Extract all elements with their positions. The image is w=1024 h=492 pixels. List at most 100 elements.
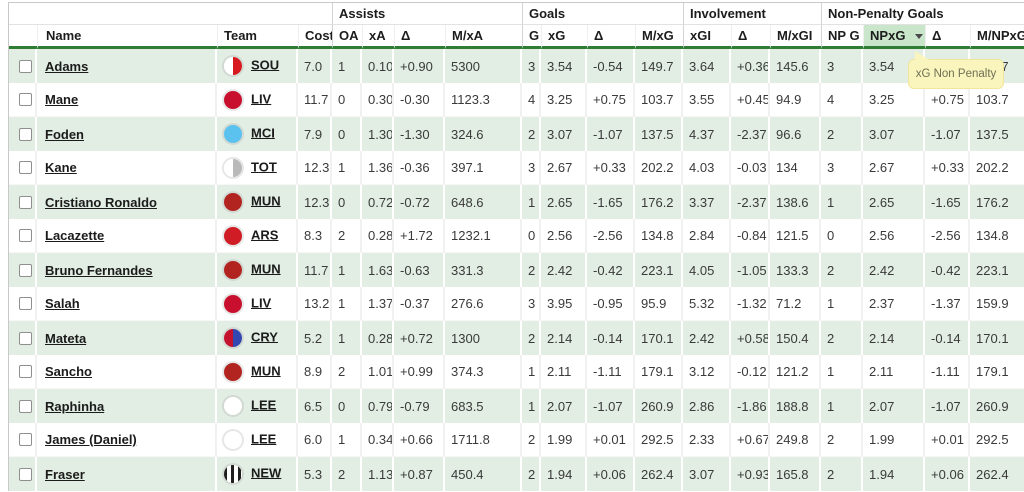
cell-oa: 0 [332, 117, 362, 151]
cell-mxa: 374.3 [445, 355, 522, 389]
cell-xg: 3.25 [541, 83, 587, 117]
row-checkbox[interactable] [19, 127, 32, 141]
team-link[interactable]: LIV [251, 294, 272, 310]
team-link[interactable]: NEW [251, 465, 282, 481]
player-link[interactable]: Adams [45, 58, 89, 74]
team-badge-icon [224, 329, 242, 347]
row-checkbox[interactable] [19, 161, 32, 174]
row-checkbox[interactable] [19, 229, 32, 242]
player-link[interactable]: Sancho [45, 364, 92, 379]
col-header-delta_gi[interactable]: Δ [731, 25, 770, 49]
team-link[interactable]: ARS [251, 226, 279, 242]
col-header-delta_np[interactable]: Δ [925, 25, 971, 49]
row-checkbox[interactable] [19, 399, 32, 413]
col-header-g[interactable]: G [522, 25, 541, 49]
cell-npxg: 2.56 [863, 219, 926, 253]
cell-g: 4 [522, 83, 541, 117]
table-row: Raphinha LEE 6.5 0 0.79 -0.79 683.5 1 2.07 -1.07 2… [9, 389, 1024, 423]
col-header-mnpxg[interactable]: M/NPxG [970, 25, 1024, 49]
cell-oa: 2 [332, 219, 362, 253]
team-link[interactable]: LIV [251, 90, 272, 106]
row-checkbox[interactable] [19, 331, 32, 345]
col-header-delta_a[interactable]: Δ [394, 25, 445, 49]
cell-oa: 1 [332, 321, 362, 355]
cell-xa: 1.63 [362, 253, 394, 287]
row-checkbox[interactable] [19, 365, 32, 378]
cell-cost: 12.3 [298, 151, 332, 185]
cell-npxg: 1.99 [863, 423, 926, 457]
col-header-npg[interactable]: NP G [821, 25, 864, 49]
row-checkbox[interactable] [19, 263, 32, 277]
team-link[interactable]: MUN [251, 362, 281, 378]
col-header-xgi[interactable]: xGI [683, 25, 731, 49]
team-link[interactable]: MUN [251, 193, 281, 209]
col-header-npxg[interactable]: NPxG [863, 25, 926, 49]
row-checkbox[interactable] [19, 59, 32, 73]
cell-xa: 1.13 [362, 457, 394, 491]
col-header-team[interactable]: Team [217, 25, 298, 49]
team-link[interactable]: CRY [251, 329, 278, 345]
cell-name: Adams [37, 49, 217, 83]
cell-npg: 2 [821, 253, 864, 287]
cell-g: 3 [522, 151, 541, 185]
cell-mxgi: 94.9 [770, 83, 822, 117]
team-link[interactable]: SOU [251, 57, 280, 73]
col-header-oa[interactable]: OA [332, 25, 362, 49]
player-stats-table: Assists Goals Involvement Non-Penalty Goals… [8, 2, 1024, 491]
cell-oa: 2 [332, 355, 362, 389]
cell-xg: 3.07 [541, 117, 587, 151]
cell-team: CRY [217, 321, 298, 355]
cell-mxa: 1232.1 [445, 219, 522, 253]
group-header-goals: Goals [522, 3, 683, 25]
cell-delta_g: -1.07 [587, 389, 635, 423]
cell-delta_gi: -1.86 [731, 389, 770, 423]
col-header-mxgi[interactable]: M/xGI [770, 25, 822, 49]
cell-mnpxg: 159.9 [970, 287, 1024, 321]
row-checkbox[interactable] [19, 433, 32, 446]
col-header-delta_g[interactable]: Δ [587, 25, 635, 49]
player-link[interactable]: Lacazette [45, 228, 105, 243]
team-link[interactable]: MCI [251, 125, 275, 141]
group-header-assists: Assists [332, 3, 522, 25]
player-link[interactable]: Foden [45, 126, 84, 142]
col-header-cost[interactable]: Cost [298, 25, 332, 49]
cell-xg: 1.99 [541, 423, 587, 457]
row-checkbox[interactable] [19, 93, 32, 106]
player-link[interactable]: Cristiano Ronaldo [45, 194, 157, 210]
cell-xa: 1.37 [362, 287, 394, 321]
player-link[interactable]: Mateta [45, 330, 87, 346]
cell-name: Sancho [37, 355, 217, 389]
player-link[interactable]: Salah [45, 296, 80, 311]
team-link[interactable]: TOT [251, 158, 277, 174]
cell-select [9, 219, 37, 253]
col-header-mxg[interactable]: M/xG [635, 25, 683, 49]
cell-npg: 3 [821, 151, 864, 185]
cell-mxgi: 145.6 [770, 49, 822, 83]
col-header-xg[interactable]: xG [541, 25, 587, 49]
table-row: Lacazette ARS 8.3 2 0.28 +1.72 1232.1 0 2.56 -2.5… [9, 219, 1024, 253]
cell-xgi: 3.37 [683, 185, 731, 219]
player-link[interactable]: Mane [45, 92, 79, 107]
cell-delta_g: -1.07 [587, 117, 635, 151]
row-checkbox[interactable] [19, 195, 32, 209]
cell-mxgi: 121.2 [770, 355, 822, 389]
table-row: Kane TOT 12.3 1 1.36 -0.36 397.1 3 2.67 +0.33 202.… [9, 151, 1024, 185]
col-header-name[interactable]: Name [37, 25, 217, 49]
team-link[interactable]: LEE [251, 397, 277, 413]
team-link[interactable]: LEE [251, 430, 277, 446]
player-link[interactable]: James (Daniel) [45, 432, 137, 447]
cell-team: MUN [217, 253, 298, 287]
player-link[interactable]: Bruno Fernandes [45, 262, 153, 278]
cell-cost: 6.5 [298, 389, 332, 423]
team-link[interactable]: MUN [251, 261, 281, 277]
player-link[interactable]: Fraser [45, 466, 85, 482]
player-link[interactable]: Raphinha [45, 398, 105, 414]
cell-xgi: 2.42 [683, 321, 731, 355]
cell-cost: 7.0 [298, 49, 332, 83]
col-header-mxa[interactable]: M/xA [445, 25, 522, 49]
row-checkbox[interactable] [19, 467, 32, 481]
col-header-xa[interactable]: xA [362, 25, 394, 49]
player-link[interactable]: Kane [45, 160, 77, 175]
table-row: Cristiano Ronaldo MUN 12.3 0 0.72 -0.72 648.6 1… [9, 185, 1024, 219]
row-checkbox[interactable] [19, 297, 32, 310]
